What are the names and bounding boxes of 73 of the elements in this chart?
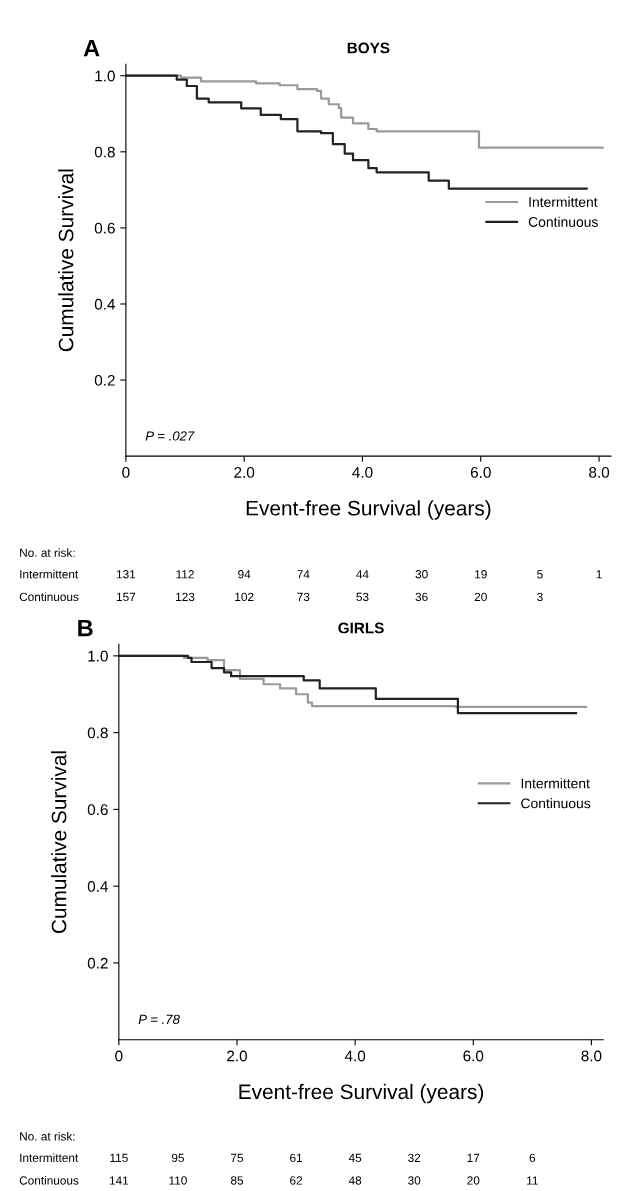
y-tick-label: 0.4 xyxy=(94,298,116,310)
text: 102 xyxy=(235,592,254,602)
text: Continuous xyxy=(19,1175,79,1185)
text: 112 xyxy=(176,570,194,579)
y-axis-title: Cumulative Survival xyxy=(51,751,67,934)
text: Continuous xyxy=(19,592,79,602)
y-tick-label: 0.6 xyxy=(87,804,108,816)
text: 73 xyxy=(297,592,310,602)
text: 115 xyxy=(110,1153,128,1163)
text: 20 xyxy=(467,1176,480,1185)
x-tick-label: 6.0 xyxy=(470,466,491,478)
y-tick-label: 0.2 xyxy=(87,957,108,969)
text: 75 xyxy=(231,1153,244,1163)
text: 95 xyxy=(171,1153,184,1163)
text: 32 xyxy=(408,1153,421,1163)
x-tick-label: 6.0 xyxy=(463,1050,484,1062)
text: 1 xyxy=(596,570,602,579)
text: 36 xyxy=(415,592,428,602)
text: 141 xyxy=(109,1176,129,1185)
x-axis-title: Event-free Survival (years) xyxy=(246,500,491,520)
x-tick-label: 8.0 xyxy=(581,1050,602,1062)
text: 5 xyxy=(537,570,543,579)
x-tick-label: 8.0 xyxy=(589,466,610,478)
y-tick-label: 1.0 xyxy=(88,650,108,662)
text: Intermittent xyxy=(20,569,79,579)
annotation: P = .78 xyxy=(138,1014,180,1025)
text: 45 xyxy=(348,1153,362,1163)
y-tick-label: 0.8 xyxy=(87,727,108,739)
legend-label: Intermittent xyxy=(529,196,598,207)
y-axis-title: Cumulative Survival xyxy=(58,169,74,352)
text: 30 xyxy=(415,570,428,579)
chart-title: BOYS xyxy=(347,42,390,54)
text: Intermittent xyxy=(20,1153,79,1163)
text: 3 xyxy=(537,592,543,602)
text: A xyxy=(83,39,100,57)
text: 131 xyxy=(116,570,136,579)
x-tick-label: 0 xyxy=(115,1050,123,1062)
text: 17 xyxy=(467,1153,480,1162)
text: 20 xyxy=(474,592,487,602)
text: 30 xyxy=(408,1176,421,1185)
legend-label: Intermittent xyxy=(521,778,590,789)
text: No. at risk: xyxy=(20,1131,75,1141)
x-tick-label: 2.0 xyxy=(234,466,255,478)
text: 74 xyxy=(297,570,310,579)
legend-label: Continuous xyxy=(528,216,598,227)
chart-title: GIRLS xyxy=(338,622,384,634)
text: 110 xyxy=(169,1176,187,1185)
text: No. at risk: xyxy=(20,548,75,557)
y-tick-label: 0.6 xyxy=(94,222,115,234)
legend-label: Continuous xyxy=(521,798,591,809)
y-tick-label: 0.2 xyxy=(94,374,115,386)
text: 11 xyxy=(527,1176,538,1185)
x-tick-label: 0 xyxy=(122,466,130,478)
text: 94 xyxy=(238,570,251,579)
annotation: P = .027 xyxy=(145,431,195,441)
x-axis-title: Event-free Survival (years) xyxy=(239,1083,484,1104)
x-tick-label: 4.0 xyxy=(352,466,373,478)
x-tick-label: 2.0 xyxy=(227,1050,248,1062)
y-tick-label: 0.8 xyxy=(94,146,115,158)
text: 48 xyxy=(348,1176,362,1185)
text: B xyxy=(78,619,93,637)
text: 157 xyxy=(116,592,136,602)
text: 44 xyxy=(356,570,369,579)
y-tick-label: 1.0 xyxy=(95,70,115,82)
text: 85 xyxy=(230,1176,244,1185)
text: 19 xyxy=(475,570,487,579)
text: 61 xyxy=(290,1153,303,1163)
text: 123 xyxy=(176,592,195,602)
text: 6 xyxy=(529,1153,536,1163)
text: 62 xyxy=(290,1176,303,1185)
x-tick-label: 4.0 xyxy=(344,1050,366,1062)
text: 53 xyxy=(356,592,369,602)
y-tick-label: 0.4 xyxy=(87,881,108,892)
